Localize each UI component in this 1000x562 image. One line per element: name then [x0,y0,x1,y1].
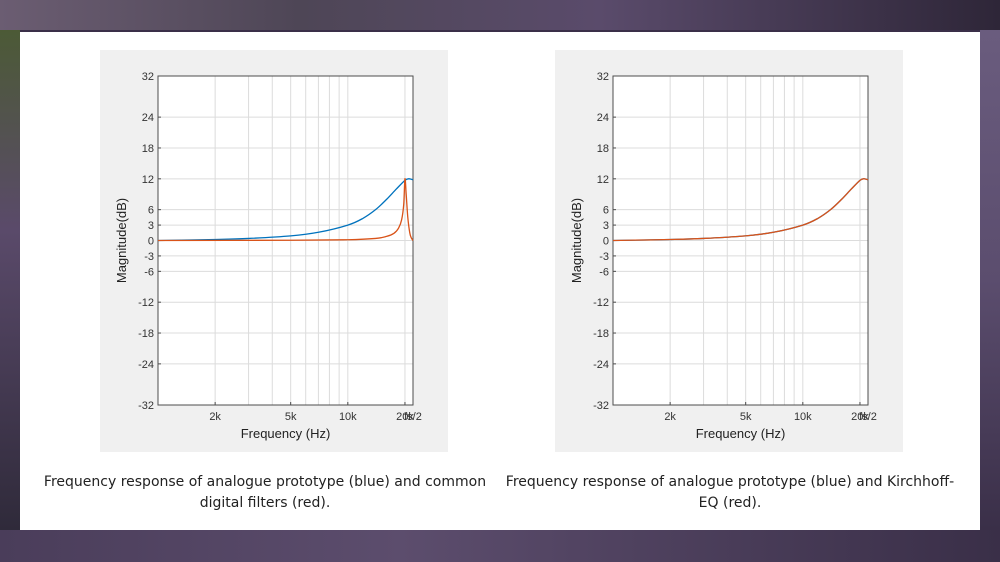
y-tick-label: -6 [144,266,154,278]
x-tick-label: fs/2 [404,411,422,423]
x-tick-label: 2k [209,411,221,423]
y-tick-label: 0 [148,236,154,248]
caption-left: Frequency response of analogue prototype… [43,474,487,511]
figure-card: 32 24 18 12 6 3 0 -3 -6 -12 -18 -24 -32 2k 5k 10k 20k fs/… [20,32,980,530]
y-tick-label: -18 [593,328,609,340]
y-tick-label: 12 [597,174,609,186]
x-tick-label: 20k [851,411,869,423]
x-tick-label: 5k [285,411,297,423]
y-tick-label: -18 [138,328,154,340]
series-line-red [612,178,869,242]
chart-left: 32 24 18 12 6 3 0 -3 -6 -12 -18 -24 -32 2k 5k 10k 20kfs/… [114,71,422,441]
y-tick-label: -32 [593,400,609,412]
y-tick-label: 3 [148,220,154,232]
x-axis-title: Frequency (Hz) [696,426,786,441]
y-tick-label: -12 [593,297,609,309]
x-tick-label: 20k [396,411,414,423]
chart-right: 32 24 18 12 6 3 0 -3 -6 -12 -18 -24 -32 2k 5k 10k 20kfs/… [569,71,877,441]
x-tick-label: 5k [740,411,752,423]
background-bottom [0,530,1000,562]
y-tick-label: 3 [603,220,609,232]
x-tick-label: 10k [794,411,812,423]
y-tick-label: 12 [142,174,154,186]
x-tick-label: 10k [339,411,357,423]
chart-panel-right: 32 24 18 12 6 3 0 -3 -6 -12 -18 -24 -32 2k 5k 10k 20k fs/… [555,50,903,452]
y-tick-label: -24 [138,359,154,371]
y-tick-label: 24 [597,112,609,124]
series-line-red [157,178,414,242]
y-tick-label: -6 [599,266,609,278]
background-right [980,30,1000,530]
y-tick-label: -3 [144,251,154,263]
y-tick-label: -3 [599,251,609,263]
x-axis-title: Frequency (Hz) [241,426,331,441]
x-tick-label: 2k [664,411,676,423]
y-tick-label: -32 [138,400,154,412]
y-tick-label: 0 [603,236,609,248]
caption-right: Frequency response of analogue prototype… [505,474,955,511]
y-tick-label: 6 [603,205,609,217]
y-tick-label: 18 [597,143,609,155]
y-tick-label: -24 [593,359,609,371]
y-tick-label: -12 [138,297,154,309]
background-left [0,30,20,530]
y-tick-label: 24 [142,112,154,124]
y-tick-label: 6 [148,205,154,217]
background-top [0,0,1000,30]
y-tick-label: 18 [142,143,154,155]
y-tick-label: 32 [597,71,609,83]
y-axis-title: Magnitude(dB) [114,198,129,283]
y-axis-title: Magnitude(dB) [569,198,584,283]
x-tick-label: fs/2 [859,411,877,423]
y-tick-label: 32 [142,71,154,83]
chart-panel-left: 32 24 18 12 6 3 0 -3 -6 -12 -18 -24 -32 2k 5k 10k 20k fs/… [100,50,448,452]
